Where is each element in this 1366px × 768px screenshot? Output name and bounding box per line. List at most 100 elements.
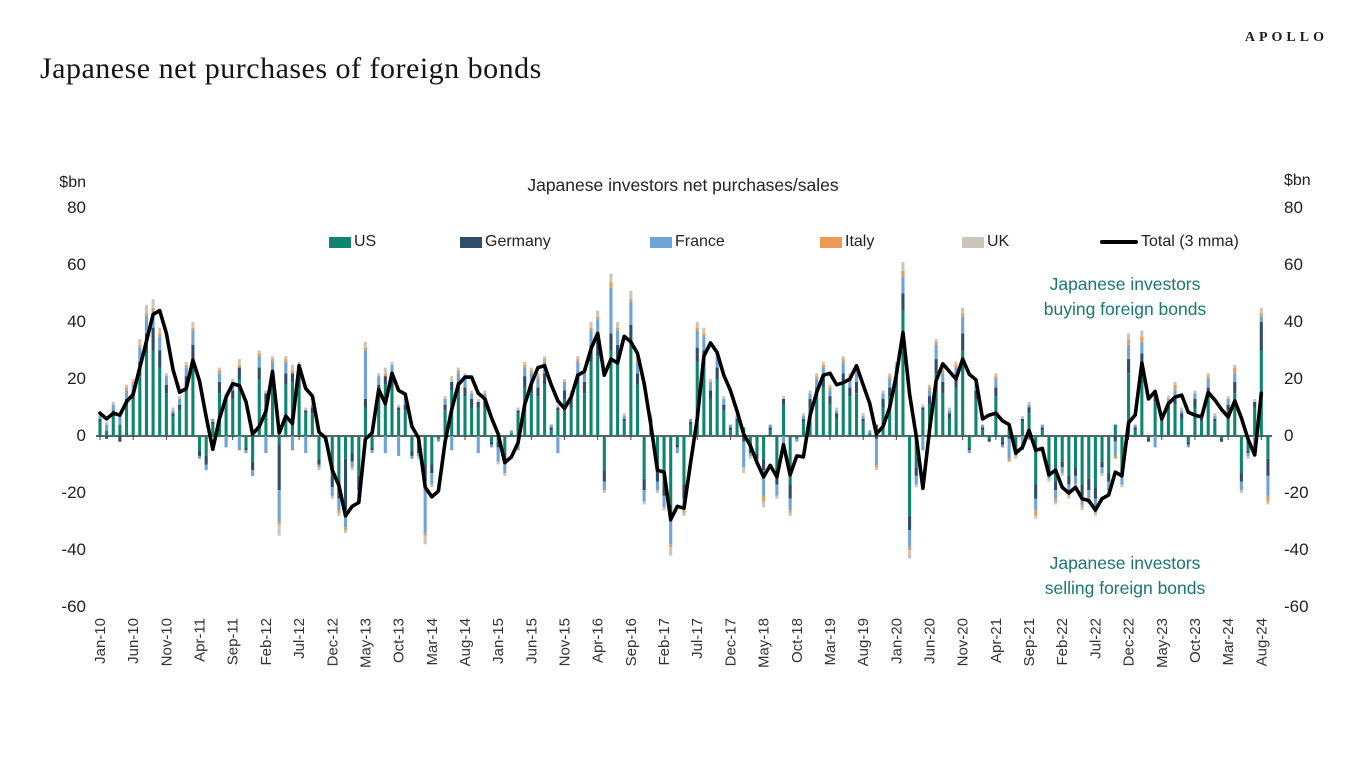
bar-segment-germany xyxy=(1020,418,1024,422)
x-axis-label: Sep-16 xyxy=(623,618,640,666)
bar-segment-germany xyxy=(310,407,314,414)
bar-segment-germany xyxy=(901,293,905,311)
bar-segment-france xyxy=(602,481,606,491)
bar-segment-germany xyxy=(689,421,693,425)
bar-segment-us xyxy=(244,436,248,448)
bar-segment-france xyxy=(702,336,706,351)
bar-segment-us xyxy=(1173,404,1177,436)
bar-segment-uk xyxy=(848,373,852,377)
y-axis-label-left: 20 xyxy=(67,369,86,388)
legend-label: Germany xyxy=(485,233,551,250)
bar-segment-us xyxy=(1186,436,1190,442)
bar-segment-uk xyxy=(1127,333,1131,340)
bar-segment-france xyxy=(1087,490,1091,499)
bar-segment-germany xyxy=(974,390,978,399)
bar-segment-france xyxy=(728,424,732,428)
bar-segment-us xyxy=(456,393,460,436)
bar-segment-us xyxy=(476,407,480,436)
bar-segment-us xyxy=(1034,436,1038,485)
bar-segment-us xyxy=(835,418,839,436)
bar-segment-germany xyxy=(994,387,998,397)
bar-segment-us xyxy=(635,384,640,436)
bar-segment-italy xyxy=(1113,455,1117,459)
bar-segment-uk xyxy=(888,373,892,377)
bar-segment-france xyxy=(556,436,560,454)
bar-segment-us xyxy=(861,421,865,436)
bar-segment-us xyxy=(1127,373,1131,436)
bar-segment-us xyxy=(655,436,659,471)
bar-segment-italy xyxy=(124,387,129,391)
bar-segment-us xyxy=(1073,436,1078,468)
bar-segment-germany xyxy=(908,515,912,531)
bar-segment-germany xyxy=(277,444,281,491)
bar-segment-italy xyxy=(529,370,533,374)
bar-segment-uk xyxy=(629,290,633,300)
bar-segment-italy xyxy=(616,327,620,331)
bar-segment-uk xyxy=(377,373,381,377)
bar-segment-france xyxy=(941,373,945,382)
bar-segment-germany xyxy=(370,447,374,451)
bar-segment-us xyxy=(582,393,586,436)
bar-segment-germany xyxy=(1173,396,1177,405)
bar-segment-us xyxy=(954,387,958,436)
bar-segment-us xyxy=(921,410,925,436)
bar-segment-france xyxy=(562,381,567,391)
bar-segment-germany xyxy=(1146,438,1151,442)
bar-segment-italy xyxy=(184,364,188,368)
bar-segment-uk xyxy=(642,501,646,505)
bar-segment-france xyxy=(748,453,752,456)
bar-segment-germany xyxy=(489,441,494,445)
bar-segment-italy xyxy=(138,344,142,348)
bar-segment-us xyxy=(138,376,142,436)
y-axis-label-right: 60 xyxy=(1284,255,1303,274)
x-axis-label: Dec-22 xyxy=(1121,618,1138,666)
bar-segment-france xyxy=(158,336,162,351)
bar-segment-uk xyxy=(941,367,945,371)
bar-segment-germany xyxy=(231,390,235,399)
bar-segment-germany xyxy=(118,436,122,442)
bar-segment-uk xyxy=(788,512,792,516)
bar-segment-italy xyxy=(423,532,427,536)
bar-segment-italy xyxy=(589,327,593,331)
bar-segment-france xyxy=(934,344,938,360)
bar-segment-uk xyxy=(808,390,812,394)
legend-label: US xyxy=(354,233,377,250)
bar-segment-france xyxy=(695,330,699,348)
bar-segment-france xyxy=(947,410,951,414)
bar-segment-france xyxy=(1173,390,1177,397)
bar-segment-uk xyxy=(908,550,912,559)
bar-segment-france xyxy=(496,447,500,462)
bar-segment-us xyxy=(675,436,679,445)
bar-segment-germany xyxy=(854,381,859,394)
bar-segment-us xyxy=(1200,421,1204,436)
bar-segment-france xyxy=(536,379,540,388)
bar-segment-us xyxy=(1000,436,1005,442)
bar-segment-germany xyxy=(204,455,208,465)
bar-segment-uk xyxy=(874,467,878,471)
bar-segment-us xyxy=(237,379,241,436)
bar-segment-germany xyxy=(1107,473,1111,482)
bar-segment-italy xyxy=(1034,510,1038,516)
bar-segment-france xyxy=(662,495,666,508)
bar-segment-uk xyxy=(284,356,288,360)
bar-segment-germany xyxy=(151,327,155,351)
bar-segment-france xyxy=(483,393,487,399)
bar-segment-france xyxy=(383,436,387,454)
bar-segment-us xyxy=(562,398,567,436)
bar-segment-germany xyxy=(284,373,288,385)
bar-segment-france xyxy=(762,470,766,496)
bar-segment-france xyxy=(105,424,109,431)
bar-segment-france xyxy=(1113,441,1117,456)
legend-item-italy: Italy xyxy=(820,233,874,251)
bar-segment-italy xyxy=(284,359,288,362)
x-axis-label: Oct-23 xyxy=(1187,618,1204,663)
bar-segment-germany xyxy=(775,473,779,485)
bar-segment-uk xyxy=(748,455,752,459)
bar-segment-germany xyxy=(728,427,732,431)
bar-segment-us xyxy=(669,436,673,505)
bar-segment-germany xyxy=(191,344,195,360)
bar-segment-france xyxy=(1193,393,1197,399)
bar-segment-france xyxy=(994,379,998,388)
x-axis-label: Jul-17 xyxy=(689,618,706,659)
bar-segment-italy xyxy=(934,341,938,345)
